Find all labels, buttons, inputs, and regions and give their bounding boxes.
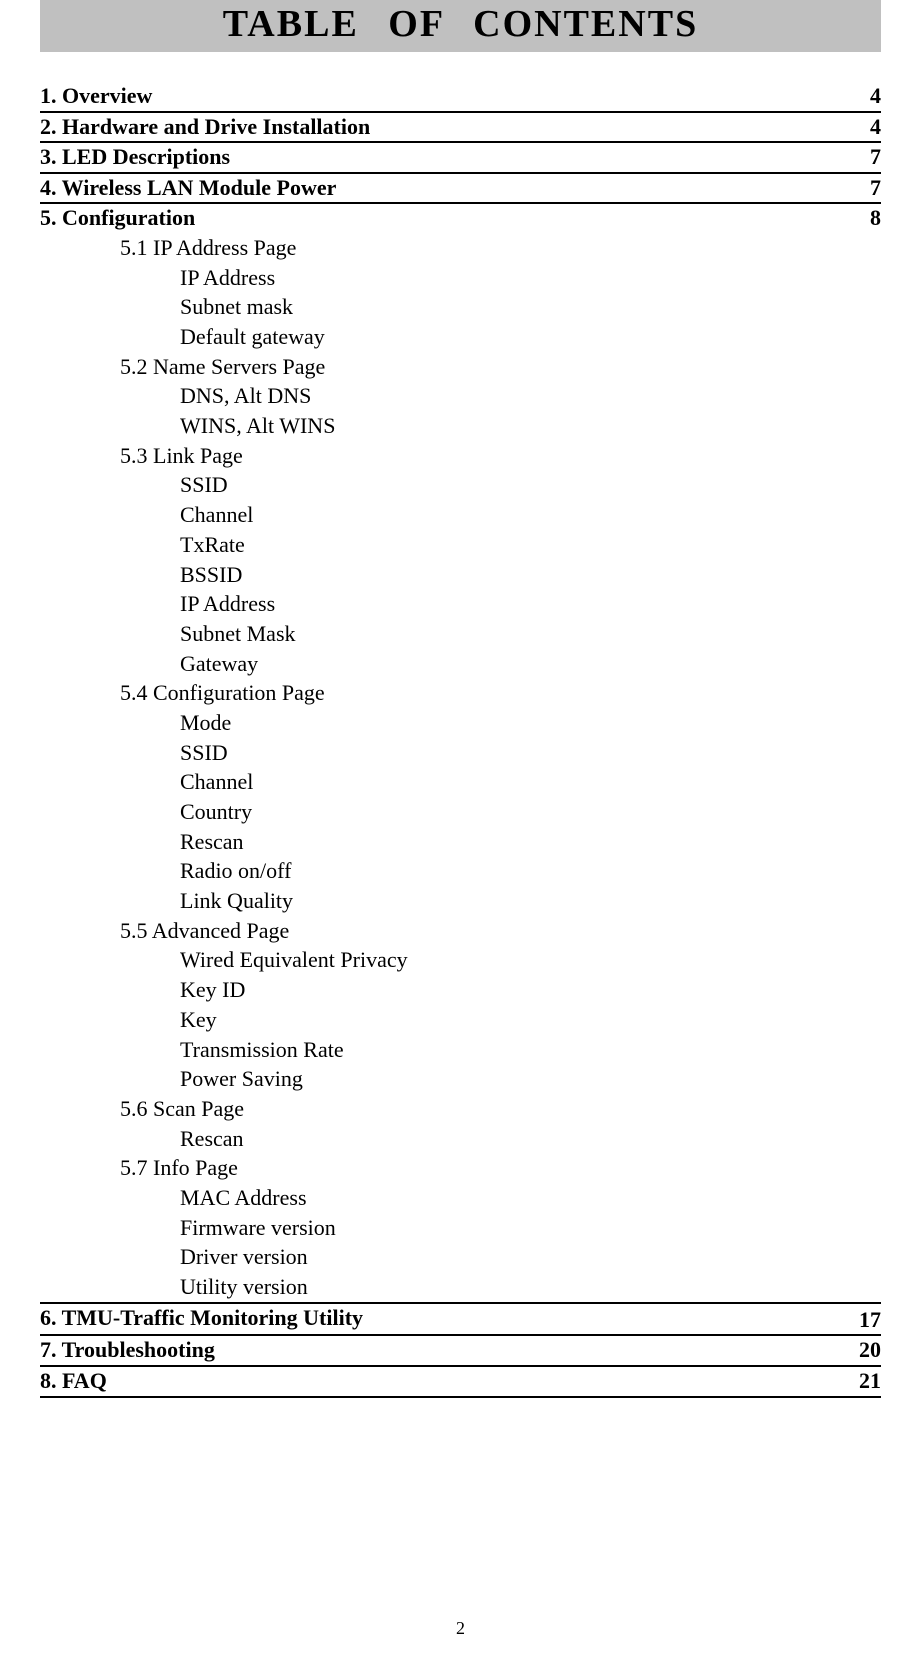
subitem-5-1-1: IP Address [40,263,881,293]
toc-section-8: 8. FAQ 21 [40,1367,881,1398]
section-6-page: 17 [859,1306,881,1335]
subitem-5-5-5: Power Saving [40,1064,881,1094]
toc-section-1: 1. Overview 4 [40,82,881,113]
section-7-label: 7. Troubleshooting [40,1336,215,1365]
toc-section-4: 4. Wireless LAN Module Power 7 [40,174,881,205]
section-3-page: 7 [860,143,881,172]
subitem-5-1-2: Subnet mask [40,292,881,322]
subitem-5-7-4: Utility version [40,1272,881,1302]
subitem-5-4-2: SSID [40,738,881,768]
toc-section-6-wrap: 6. TMU-Traffic Monitoring Utility 17 [40,1302,881,1337]
subitem-5-4-7: Link Quality [40,886,881,916]
section-6-label: 6. TMU-Traffic Monitoring Utility [40,1304,363,1335]
title-heading: TABLE OF CONTENTS [40,0,881,52]
section-8-label: 8. FAQ [40,1367,107,1396]
subitem-5-3-3: TxRate [40,530,881,560]
subsection-5-1: 5.1 IP Address Page [40,233,881,263]
section-1-page: 4 [860,82,881,111]
section-5-label: 5. Configuration [40,204,195,233]
subitem-5-5-4: Transmission Rate [40,1035,881,1065]
subsection-5-3: 5.3 Link Page [40,441,881,471]
subsection-5-4: 5.4 Configuration Page [40,678,881,708]
section-8-page: 21 [849,1367,881,1396]
toc-section-7: 7. Troubleshooting 20 [40,1336,881,1367]
subitem-5-2-2: WINS, Alt WINS [40,411,881,441]
subitem-5-5-1: Wired Equivalent Privacy [40,945,881,975]
subsection-5-6: 5.6 Scan Page [40,1094,881,1124]
section-4-page: 7 [860,174,881,203]
subitem-5-7-3: Driver version [40,1242,881,1272]
toc-section-5: 5. Configuration 8 [40,204,881,233]
subitem-5-1-3: Default gateway [40,322,881,352]
section-7-page: 20 [849,1336,881,1365]
subitem-5-4-1: Mode [40,708,881,738]
subsection-5-5: 5.5 Advanced Page [40,916,881,946]
subitem-5-2-1: DNS, Alt DNS [40,381,881,411]
subitem-5-3-6: Subnet Mask [40,619,881,649]
toc-section-3: 3. LED Descriptions 7 [40,143,881,174]
subitem-5-5-2: Key ID [40,975,881,1005]
subitem-5-3-7: Gateway [40,649,881,679]
section-1-label: 1. Overview [40,82,152,111]
subitem-5-3-1: SSID [40,470,881,500]
subitem-5-3-4: BSSID [40,560,881,590]
section-2-page: 4 [860,113,881,142]
subsection-5-7: 5.7 Info Page [40,1153,881,1183]
subitem-5-4-3: Channel [40,767,881,797]
page-number: 2 [40,1618,881,1659]
subsection-5-2: 5.2 Name Servers Page [40,352,881,382]
subitem-5-3-2: Channel [40,500,881,530]
subitem-5-3-5: IP Address [40,589,881,619]
toc-section-6: 6. TMU-Traffic Monitoring Utility 17 [40,1304,881,1337]
subitem-5-4-5: Rescan [40,827,881,857]
subitem-5-6-1: Rescan [40,1124,881,1154]
subitem-5-4-4: Country [40,797,881,827]
section-3-label: 3. LED Descriptions [40,143,230,172]
subitem-5-5-3: Key [40,1005,881,1035]
section-4-label: 4. Wireless LAN Module Power [40,174,336,203]
subitem-5-4-6: Radio on/off [40,856,881,886]
toc-section-2: 2. Hardware and Drive Installation 4 [40,113,881,144]
subitem-5-7-2: Firmware version [40,1213,881,1243]
section-2-label: 2. Hardware and Drive Installation [40,113,370,142]
section-5-page: 8 [860,204,881,233]
subitem-5-7-1: MAC Address [40,1183,881,1213]
